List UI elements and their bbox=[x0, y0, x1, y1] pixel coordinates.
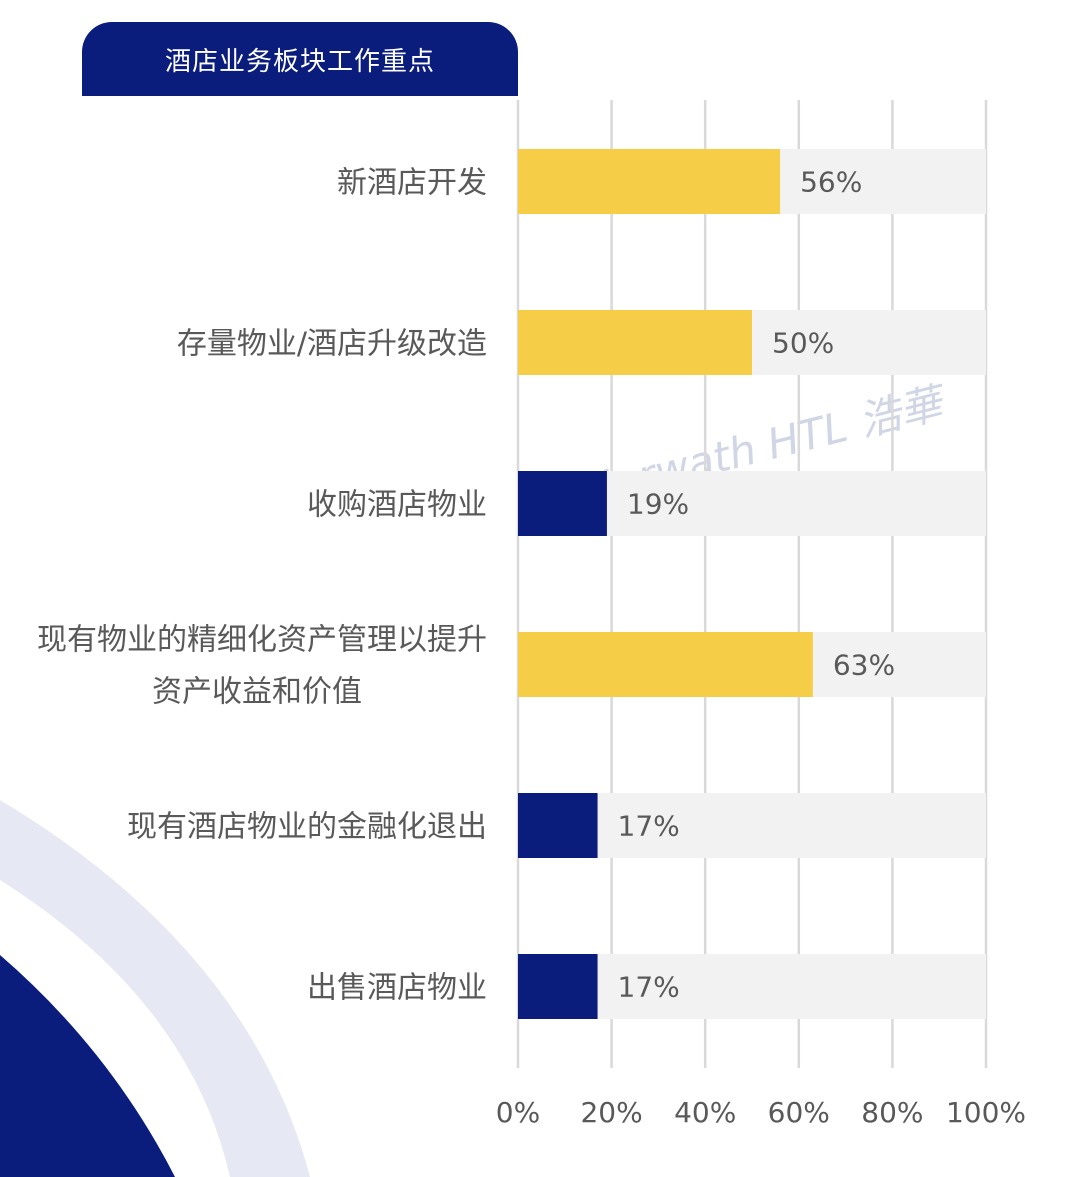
data-label: 17% bbox=[618, 810, 680, 843]
category-label: 收购酒店物业 bbox=[307, 488, 487, 523]
grid-layer bbox=[516, 100, 988, 1068]
label-layer: 56% 新酒店开发 50% 存量物业/酒店升级改造 19% 收购酒店物业 63% 现有物业的精… bbox=[37, 166, 895, 1006]
chart-title: 酒店业务板块工作重点 bbox=[82, 22, 518, 96]
decor-light-arc bbox=[0, 800, 310, 1177]
tick-label: 40% bbox=[674, 1096, 736, 1129]
category-label: 现有物业的精细化资产管理以提升 bbox=[37, 623, 487, 658]
category-label: 存量物业/酒店升级改造 bbox=[177, 327, 487, 362]
category-label: 出售酒店物业 bbox=[307, 971, 487, 1006]
bar bbox=[518, 310, 752, 375]
bar bbox=[518, 471, 607, 536]
category-label: 新酒店开发 bbox=[337, 166, 487, 201]
tick-label: 100% bbox=[946, 1096, 1026, 1129]
bar bbox=[518, 149, 781, 214]
tick-label: 0% bbox=[496, 1096, 540, 1129]
data-label: 19% bbox=[627, 488, 689, 521]
bar bbox=[518, 793, 598, 858]
bar bbox=[518, 632, 813, 697]
decor-navy-arc bbox=[0, 955, 175, 1177]
bar-layer bbox=[518, 149, 986, 1019]
category-label: 现有酒店物业的金融化退出 bbox=[127, 810, 487, 845]
tick-label: 80% bbox=[861, 1096, 923, 1129]
bar bbox=[518, 954, 598, 1019]
tick-label: 60% bbox=[768, 1096, 830, 1129]
data-label: 17% bbox=[618, 971, 680, 1004]
data-label: 63% bbox=[833, 649, 895, 682]
data-label: 50% bbox=[772, 327, 834, 360]
tick-layer: 0% 20% 40% 60% 80% 100% bbox=[496, 1096, 1026, 1129]
data-label: 56% bbox=[800, 166, 862, 199]
tick-label: 20% bbox=[580, 1096, 642, 1129]
category-label: 资产收益和价值 bbox=[152, 675, 362, 710]
